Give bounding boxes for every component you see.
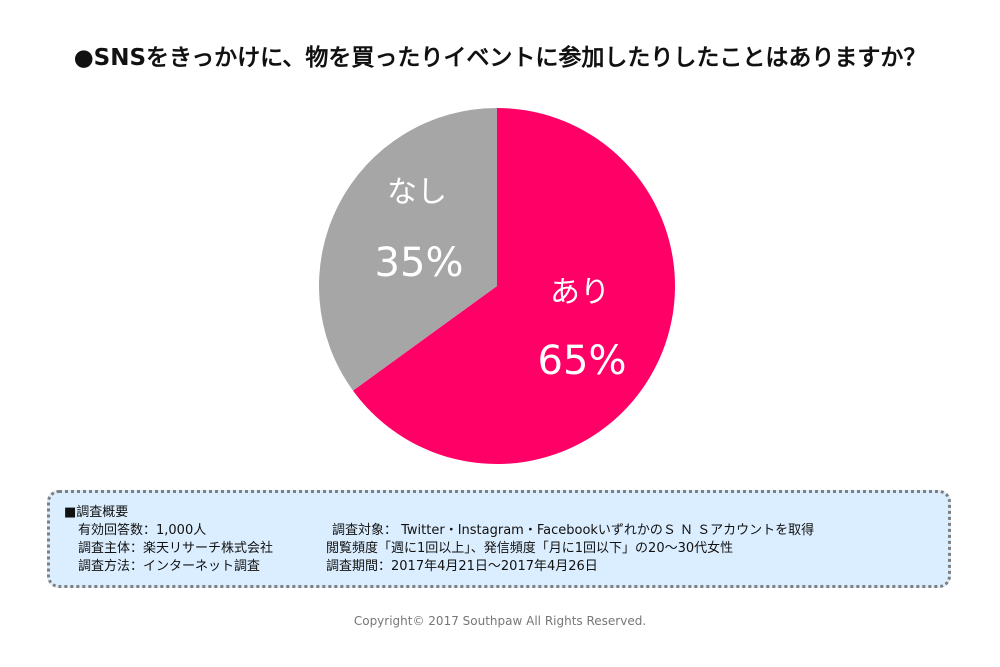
- survey-method: 調査方法：インターネット調査: [78, 559, 261, 574]
- survey-period: 調査期間：2017年4月21日～2017年4月26日: [326, 559, 598, 574]
- pie-slice-nashi: [319, 108, 497, 391]
- survey-summary-box: ■調査概要 有効回答数：1,000人 調査主体：楽天リサーチ株式会社 調査方法：…: [47, 490, 951, 588]
- slice-label-nashi: なし: [387, 175, 447, 210]
- survey-frequency: 閲覧頻度「週に1回以上」、発信頻度「月に1回以下」の20～30代女性: [326, 541, 734, 556]
- survey-heading: ■調査概要: [64, 505, 129, 520]
- survey-target: 調査対象： Twitter・Instagram・FacebookいずれかのＳ Ｎ…: [332, 523, 815, 538]
- pie-slice-ari: [352, 108, 676, 465]
- copyright: Copyright© 2017 Southpaw All Rights Rese…: [353, 614, 647, 628]
- slice-label-ari: あり: [550, 275, 610, 310]
- pie-chart: あり 65% なし 35%: [319, 108, 676, 465]
- slice-value-ari: 65%: [538, 338, 627, 384]
- chart-title: ●SNSをきっかけに、物を買ったりイベントに参加したりしたことはありますか？: [73, 45, 927, 71]
- slice-value-nashi: 35%: [375, 240, 464, 286]
- survey-respondents: 有効回答数：1,000人: [78, 523, 207, 538]
- survey-organizer: 調査主体：楽天リサーチ株式会社: [78, 541, 274, 556]
